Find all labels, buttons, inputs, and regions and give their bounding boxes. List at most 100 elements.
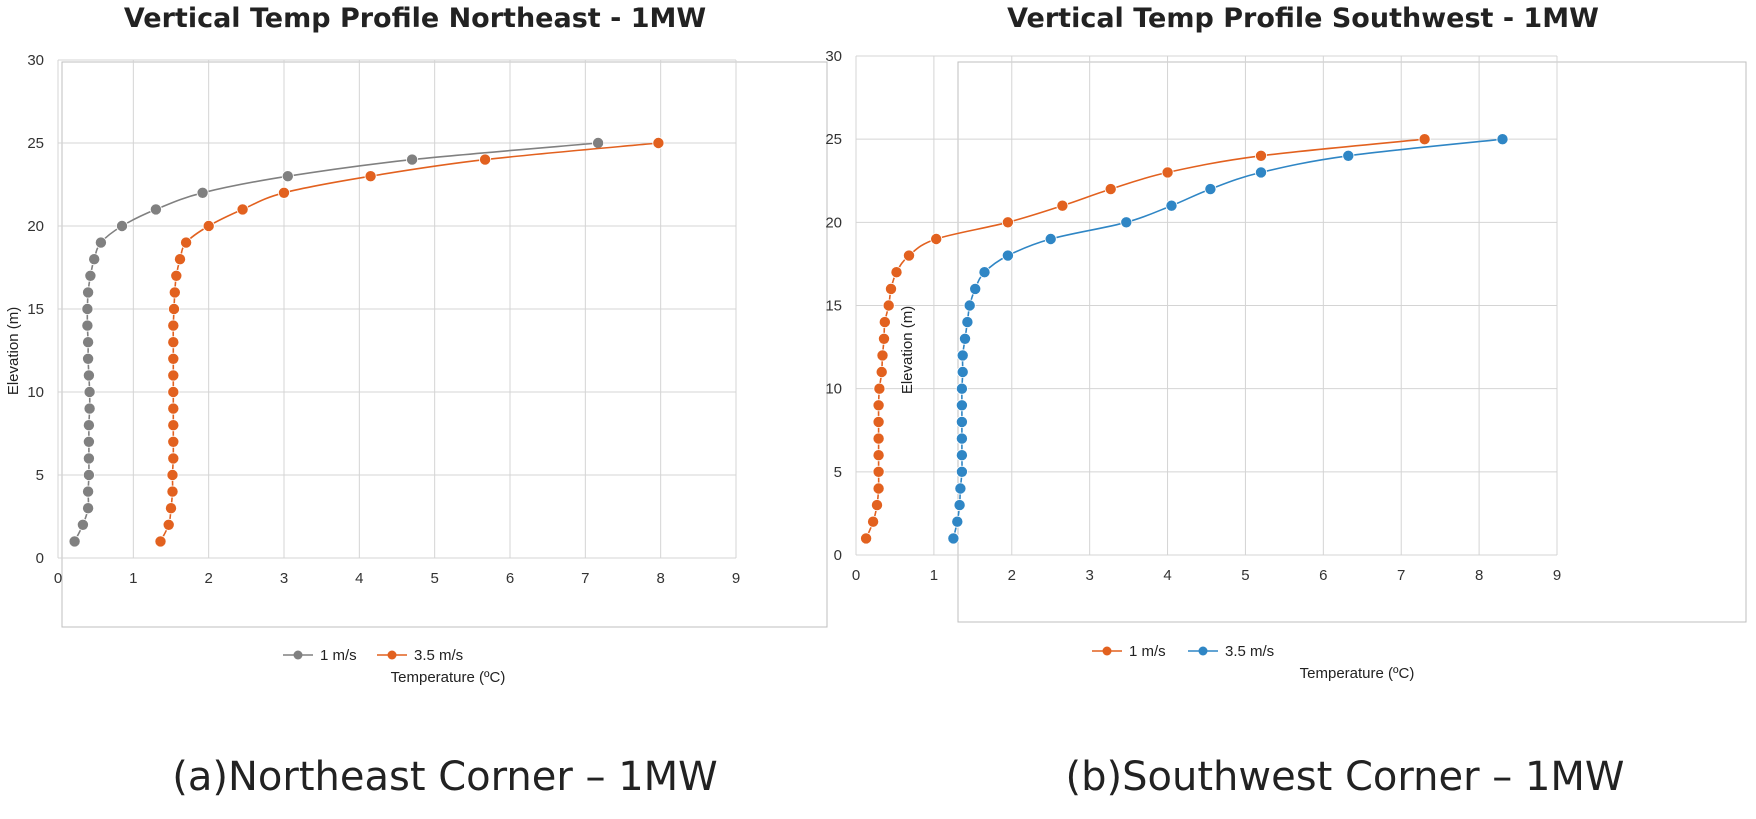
data-point	[166, 468, 179, 481]
data-point	[1056, 199, 1069, 212]
data-point	[875, 365, 888, 378]
series-1	[154, 136, 665, 548]
x-tick-label: 5	[430, 570, 438, 587]
x-tick-label: 9	[732, 570, 740, 587]
y-tick-label: 5	[834, 464, 842, 481]
data-point	[167, 336, 180, 349]
data-point	[82, 435, 95, 448]
data-point	[956, 365, 969, 378]
chart-title: Vertical Temp Profile Northeast - 1MW	[124, 3, 706, 34]
data-point	[167, 352, 180, 365]
series-line	[865, 138, 1425, 539]
legend-label: 3.5 m/s	[414, 647, 463, 664]
series-line	[159, 142, 659, 542]
data-point	[167, 419, 180, 432]
series-0	[860, 133, 1431, 545]
plot-area	[957, 61, 1747, 623]
panel-northeast: Vertical Temp Profile Northeast - 1MW 0 1…	[5, 3, 828, 800]
data-point	[167, 385, 180, 398]
y-tick-label: 0	[834, 547, 842, 564]
legend-label: 1 m/s	[320, 647, 357, 664]
x-tick-label: 8	[656, 570, 664, 587]
legend: 1 m/s 3.5 m/s	[1092, 643, 1274, 660]
y-tick-label: 10	[825, 381, 842, 398]
data-point	[116, 219, 129, 232]
data-point	[82, 468, 95, 481]
x-tick-labels: 0 1 2 3 4 5 6 7 8 9	[852, 567, 1561, 584]
legend-item: 1 m/s	[283, 647, 357, 664]
data-point	[978, 266, 991, 279]
data-point	[406, 153, 419, 166]
data-point	[954, 482, 967, 495]
data-point	[162, 518, 175, 531]
data-point	[83, 402, 96, 415]
data-point	[82, 419, 95, 432]
data-point	[1165, 199, 1178, 212]
data-point	[167, 319, 180, 332]
data-point	[196, 186, 209, 199]
x-tick-label: 5	[1241, 567, 1249, 584]
x-tick-label: 7	[1397, 567, 1405, 584]
data-point	[956, 349, 969, 362]
legend-marker	[1198, 646, 1208, 656]
data-point	[878, 332, 891, 345]
data-point	[82, 452, 95, 465]
plot-area	[61, 61, 828, 628]
data-point	[871, 499, 884, 512]
data-point	[81, 319, 94, 332]
data-point	[364, 170, 377, 183]
data-point	[82, 352, 95, 365]
y-axis-label: Elevation (m)	[5, 307, 22, 395]
series-layer	[860, 133, 1509, 545]
y-tick-label: 20	[27, 218, 44, 235]
x-tick-label: 1	[930, 567, 938, 584]
data-point	[872, 432, 885, 445]
data-point	[955, 432, 968, 445]
legend-label: 1 m/s	[1129, 643, 1166, 660]
data-point	[68, 535, 81, 548]
series-0	[68, 136, 605, 548]
series-layer	[68, 136, 665, 548]
data-point	[1001, 249, 1014, 262]
data-point	[236, 203, 249, 216]
data-point	[167, 402, 180, 415]
data-point	[969, 282, 982, 295]
data-point	[872, 449, 885, 462]
data-point	[1418, 133, 1431, 146]
data-point	[167, 302, 180, 315]
data-point	[955, 399, 968, 412]
data-point	[953, 499, 966, 512]
data-point	[885, 282, 898, 295]
data-point	[878, 316, 891, 329]
data-point	[84, 269, 97, 282]
data-point	[955, 415, 968, 428]
data-point	[872, 465, 885, 478]
data-point	[882, 299, 895, 312]
data-point	[872, 399, 885, 412]
x-tick-label: 2	[204, 570, 212, 587]
x-axis-label: Temperature (ºC)	[391, 669, 506, 686]
data-point	[652, 136, 665, 149]
data-point	[873, 382, 886, 395]
series-1	[947, 133, 1509, 545]
x-tick-label: 7	[581, 570, 589, 587]
y-tick-label: 15	[27, 301, 44, 318]
series-line	[952, 138, 1503, 539]
legend-marker	[387, 650, 397, 660]
data-point	[876, 349, 889, 362]
data-point	[947, 532, 960, 545]
data-point	[1496, 133, 1509, 146]
data-point	[955, 382, 968, 395]
data-point	[82, 369, 95, 382]
data-point	[82, 485, 95, 498]
y-axis-label: Elevation (m)	[899, 306, 916, 394]
data-point	[872, 415, 885, 428]
data-point	[1161, 166, 1174, 179]
data-point	[149, 203, 162, 216]
data-point	[1204, 183, 1217, 196]
data-point	[88, 253, 101, 266]
legend-item: 1 m/s	[1092, 643, 1166, 660]
data-point	[94, 236, 107, 249]
x-tick-labels: 0 1 2 3 4 5 6 7 8 9	[54, 570, 740, 587]
data-point	[1104, 183, 1117, 196]
